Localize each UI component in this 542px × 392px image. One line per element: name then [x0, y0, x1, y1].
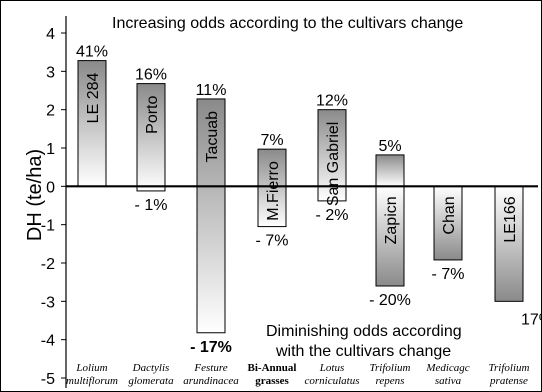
- category-label-line1: Trifolium: [370, 362, 411, 374]
- bar-6-2: [375, 185, 405, 287]
- bar-name-label: M.Fierro: [265, 161, 282, 221]
- category-label-line1: Dactylis: [132, 362, 170, 374]
- category-label-line1: Lotus: [319, 362, 344, 374]
- category-label-line2: repens: [376, 375, 405, 387]
- bar-percent-label: 16%: [135, 67, 167, 84]
- bar-2-1: [136, 83, 166, 192]
- bar-percent-label: 7%: [260, 132, 283, 149]
- category-label-line1: Medicagc: [425, 362, 469, 374]
- bar-labels-layer: LE 284 Porto Tacuab M.Fierro San Gabriel Zapi…: [85, 73, 519, 245]
- bar-8-1: [494, 185, 524, 302]
- bar-name-label: Zapicn: [383, 196, 400, 244]
- y-tick-label: 0: [46, 179, 55, 196]
- bar-percent-label: - 2%: [316, 207, 349, 224]
- bottom-annotation-line1: Diminishing odds according: [266, 323, 462, 340]
- bottom-annotation-line2: with the cultivars change: [275, 343, 451, 360]
- bar-3-1: [196, 98, 226, 334]
- bar-6-1: [375, 154, 405, 187]
- category-label-line1: Festure: [193, 362, 227, 374]
- category-label-line2: sativa: [435, 375, 462, 387]
- category-label-line2: arundinacea: [183, 375, 239, 387]
- bars-layer: [77, 60, 524, 334]
- y-tick-label: 1: [46, 141, 55, 158]
- category-label-line2: pratense: [489, 375, 528, 387]
- y-tick-label: -4: [41, 333, 55, 350]
- bar-name-label: LE 284: [85, 73, 102, 124]
- category-label-line2: corniculatus: [305, 375, 360, 387]
- bar-percent-label: 5%: [378, 138, 401, 155]
- percent-labels-layer: 41% 16% - 1% 11% - 17% 7% - 7% 12% - 2% 5% - 20% - …: [76, 44, 542, 356]
- category-label-line2: multiflorum: [66, 375, 118, 387]
- y-tick-label: 4: [46, 26, 55, 43]
- y-tick-label: -1: [41, 218, 55, 235]
- bar-name-label: Tacuab: [204, 111, 221, 163]
- category-label-line1: Trifolium: [489, 362, 530, 374]
- bar-percent-label: 17%: [521, 311, 542, 328]
- bar-percent-label: - 7%: [256, 233, 289, 250]
- bar-percent-label: 41%: [76, 44, 108, 61]
- bar-percent-label: - 1%: [135, 197, 168, 214]
- top-annotation: Increasing odds according to the cultiva…: [112, 15, 463, 32]
- bar-percent-label: - 7%: [432, 266, 465, 283]
- category-label-line1: Lolium: [75, 362, 107, 374]
- bar-percent-label: 12%: [316, 93, 348, 110]
- y-axis-ticks: 4 3 2 1 0 -1 -2 -3 -4 -5: [41, 26, 66, 388]
- bar-4-1: [257, 148, 287, 228]
- y-tick-label: -5: [41, 371, 55, 388]
- bar-1-1: [77, 60, 107, 187]
- y-axis-label: DH (te/ha): [24, 149, 46, 241]
- y-tick-label: 3: [46, 64, 55, 81]
- category-label-line2: grasses: [255, 375, 289, 387]
- category-label-line2: glomerata: [128, 375, 174, 387]
- bar-percent-label: 11%: [196, 82, 227, 99]
- bar-name-label: Chan: [441, 196, 458, 234]
- bar-name-label: Porto: [144, 96, 161, 134]
- bar-percent-label: - 20%: [369, 292, 411, 309]
- bar-percent-label: - 17%: [190, 339, 232, 356]
- bar-name-label: San Gabriel: [325, 122, 342, 206]
- y-tick-label: -2: [41, 256, 55, 273]
- category-label-line1: Bi-Annual: [248, 362, 297, 374]
- bar-7-1: [433, 185, 463, 261]
- y-tick-label: 2: [46, 103, 55, 120]
- y-tick-label: -3: [41, 294, 55, 311]
- bar-name-label: LE166: [502, 196, 519, 242]
